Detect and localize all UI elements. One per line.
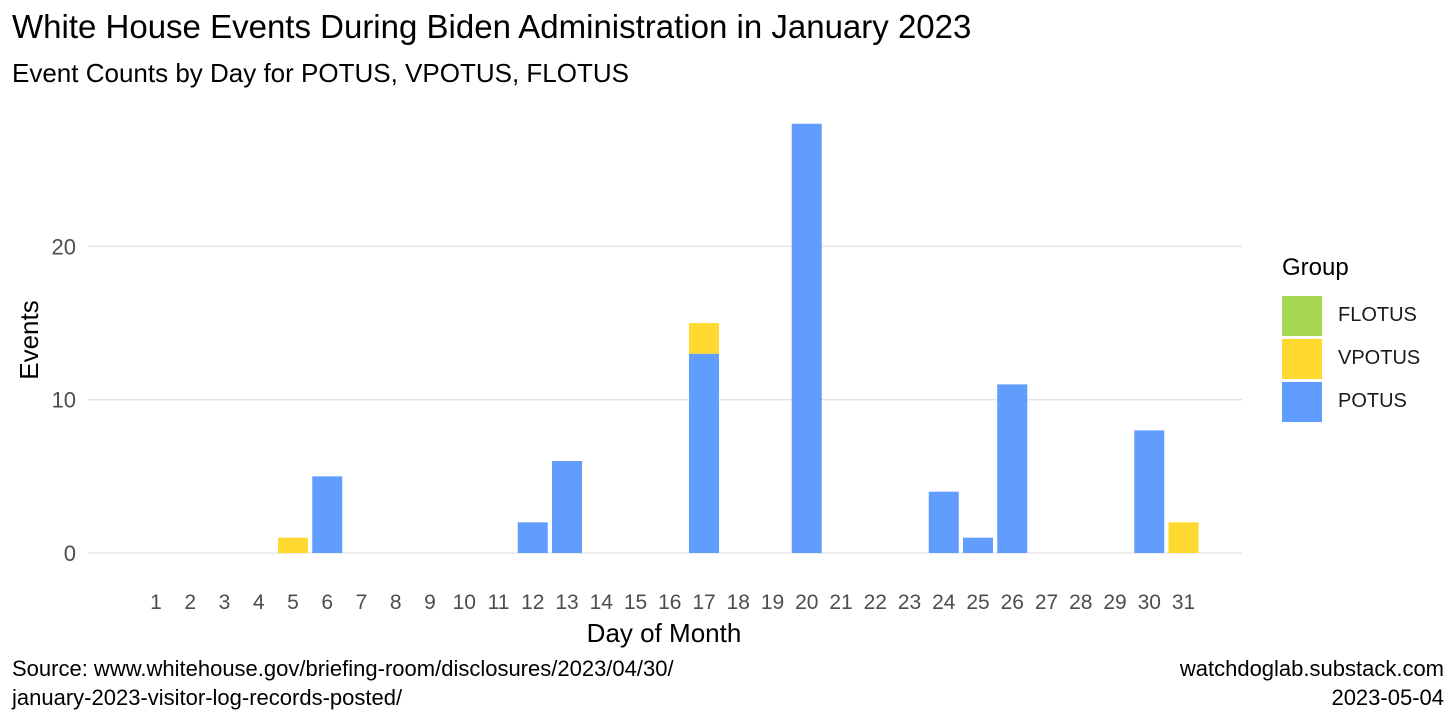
x-tick-label: 7 bbox=[356, 591, 368, 614]
x-tick-label: 4 bbox=[253, 591, 265, 614]
bar-vpotus-day-31 bbox=[1168, 522, 1199, 553]
x-tick-label: 27 bbox=[1035, 591, 1058, 614]
x-tick-label: 11 bbox=[488, 591, 510, 614]
legend-label-potus: POTUS bbox=[1338, 390, 1407, 412]
x-tick-label: 16 bbox=[658, 591, 681, 614]
source-caption: Source: www.whitehouse.gov/briefing-room… bbox=[12, 654, 674, 712]
legend-item-vpotus: VPOTUS bbox=[1282, 337, 1420, 380]
legend-key-vpotus bbox=[1282, 338, 1322, 379]
x-tick-label: 17 bbox=[692, 591, 715, 614]
x-tick-label: 9 bbox=[424, 591, 436, 614]
x-tick-label: 8 bbox=[390, 591, 402, 614]
chart-title: White House Events During Biden Administ… bbox=[12, 8, 972, 45]
y-axis-label: Events bbox=[14, 300, 44, 380]
legend-key-flotus bbox=[1282, 295, 1322, 336]
legend-item-potus: POTUS bbox=[1282, 380, 1420, 423]
legend: Group FLOTUS VPOTUS POTUS bbox=[1282, 254, 1420, 423]
x-tick-label: 26 bbox=[1001, 591, 1024, 614]
legend-key-potus bbox=[1282, 381, 1322, 422]
x-tick-label: 29 bbox=[1103, 591, 1126, 614]
x-tick-label: 18 bbox=[727, 591, 750, 614]
x-tick-label: 22 bbox=[864, 591, 887, 614]
x-tick-label: 21 bbox=[829, 591, 852, 614]
x-tick-label: 31 bbox=[1172, 591, 1195, 614]
bar-potus-day-6 bbox=[312, 476, 343, 553]
bars bbox=[278, 123, 1199, 553]
bar-vpotus-day-5 bbox=[278, 537, 308, 553]
bar-potus-day-25 bbox=[963, 537, 993, 553]
x-tick-label: 30 bbox=[1138, 591, 1161, 614]
x-tick-label: 24 bbox=[932, 591, 956, 614]
x-tick-label: 15 bbox=[624, 591, 647, 614]
credit-caption: watchdoglab.substack.com 2023-05-04 bbox=[1180, 654, 1444, 712]
bar-potus-day-17 bbox=[689, 353, 719, 553]
x-tick-label: 13 bbox=[555, 591, 578, 614]
x-tick-label: 19 bbox=[761, 591, 784, 614]
bar-potus-day-13 bbox=[552, 461, 582, 553]
source-line-2: january-2023-visitor-log-records-posted/ bbox=[12, 685, 403, 710]
bar-potus-day-30 bbox=[1134, 430, 1165, 553]
x-tick-label: 20 bbox=[795, 591, 818, 614]
bar-potus-day-26 bbox=[997, 384, 1028, 553]
bar-vpotus-day-17 bbox=[689, 323, 719, 354]
publish-date: 2023-05-04 bbox=[1331, 685, 1444, 710]
legend-label-flotus: FLOTUS bbox=[1338, 304, 1417, 326]
x-tick-label: 5 bbox=[287, 591, 299, 614]
x-tick-label: 23 bbox=[898, 591, 921, 614]
legend-title: Group bbox=[1282, 254, 1349, 281]
chart-subtitle: Event Counts by Day for POTUS, VPOTUS, F… bbox=[12, 58, 629, 88]
legend-item-flotus: FLOTUS bbox=[1282, 294, 1420, 337]
legend-label-vpotus: VPOTUS bbox=[1338, 347, 1421, 369]
x-tick-label: 28 bbox=[1069, 591, 1092, 614]
source-line-1: Source: www.whitehouse.gov/briefing-room… bbox=[12, 656, 674, 681]
x-tick-label: 10 bbox=[453, 591, 476, 614]
gridlines bbox=[88, 245, 1242, 554]
x-tick-label: 1 bbox=[150, 591, 162, 614]
y-tick-label: 20 bbox=[52, 234, 76, 259]
y-tick-label: 10 bbox=[52, 388, 76, 413]
x-tick-label: 12 bbox=[521, 591, 544, 614]
x-tick-label: 25 bbox=[966, 591, 989, 614]
x-tick-label: 3 bbox=[219, 591, 231, 614]
x-axis-label: Day of Month bbox=[587, 618, 742, 648]
bar-potus-day-20 bbox=[791, 123, 822, 553]
bar-potus-day-12 bbox=[517, 522, 548, 553]
site-credit: watchdoglab.substack.com bbox=[1179, 656, 1444, 681]
bar-potus-day-24 bbox=[928, 491, 959, 553]
x-tick-label: 2 bbox=[184, 591, 196, 614]
x-tick-label: 6 bbox=[321, 591, 333, 614]
x-tick-label: 14 bbox=[590, 591, 614, 614]
y-tick-label: 0 bbox=[64, 541, 76, 566]
